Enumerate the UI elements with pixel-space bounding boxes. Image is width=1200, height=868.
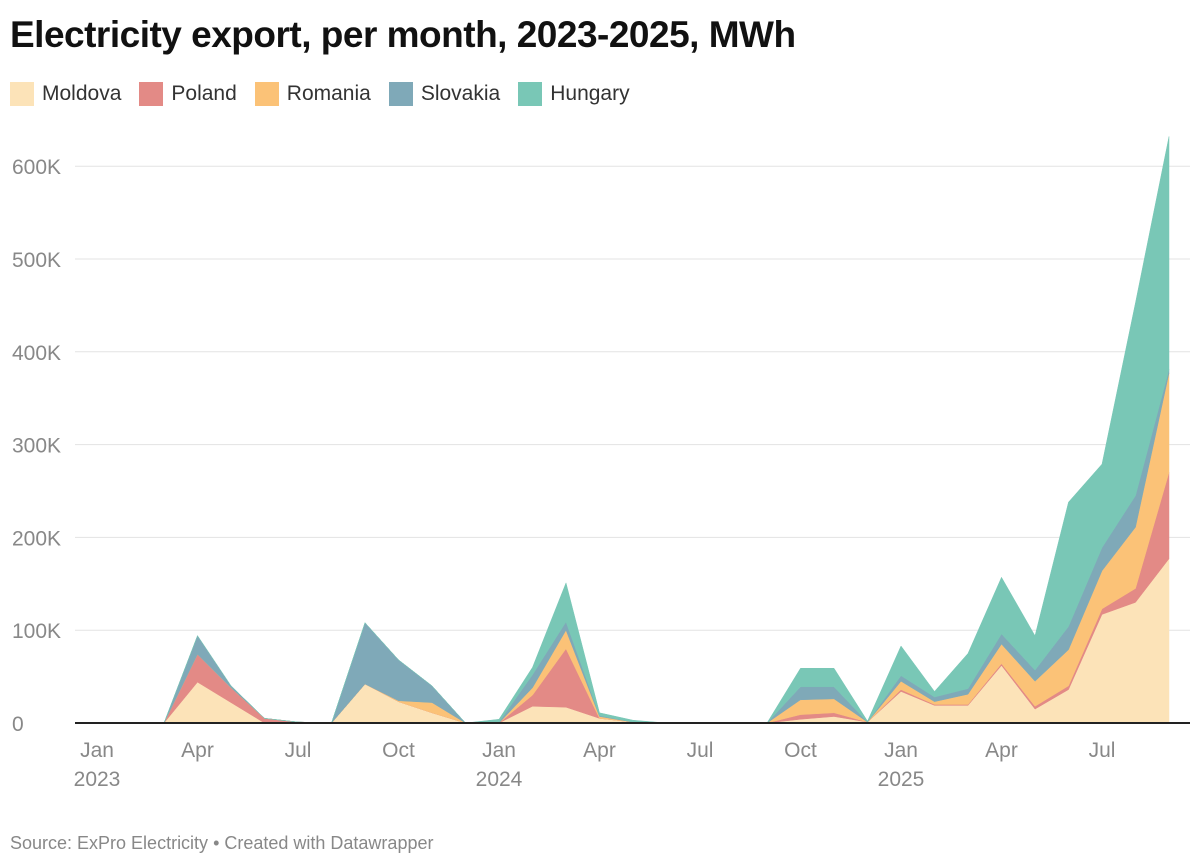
chart-title: Electricity export, per month, 2023-2025… [10,14,796,55]
legend-label: Slovakia [420,82,501,105]
x-tick-label: Jan [80,739,114,762]
y-tick-label: 200K [12,527,61,550]
legend-swatch [254,82,279,106]
y-tick-label: 100K [12,620,61,643]
x-tick-year: 2023 [74,768,121,791]
x-tick-label: Jul [687,739,714,762]
legend: Moldova Poland Romania Slovakia Hungary [10,82,630,106]
x-tick-label: Apr [985,739,1018,762]
legend-swatch [139,82,164,106]
x-tick-label: Jan [482,739,516,762]
y-tick-label: 300K [12,435,61,458]
x-tick-year: 2025 [878,768,925,791]
legend-item-poland: Poland [139,82,237,106]
source-note: Source: ExPro Electricity • Created with… [10,833,434,853]
y-tick-label: 500K [12,249,61,272]
legend-item-hungary: Hungary [518,82,630,106]
y-tick-label: 600K [12,156,61,179]
x-tick-label: Jul [1089,739,1116,762]
legend-swatch [518,82,543,106]
legend-swatch [10,82,34,106]
legend-item-slovakia: Slovakia [388,82,501,106]
x-tick-label: Oct [382,739,415,762]
area-romania [97,373,1170,724]
legend-item-romania: Romania [254,82,371,106]
x-tick-label: Apr [181,739,214,762]
legend-label: Moldova [42,82,122,105]
y-tick-label: 400K [12,342,61,365]
legend-label: Poland [171,82,237,105]
x-tick-label: Apr [583,739,616,762]
legend-label: Romania [286,82,371,105]
x-tick-year: 2024 [476,768,523,791]
legend-label: Hungary [550,82,630,105]
x-tick-label: Jul [285,739,312,762]
area-hungary [97,136,1170,724]
legend-swatch [388,82,413,106]
x-tick-label: Jan [884,739,918,762]
legend-item-moldova: Moldova [10,82,121,106]
y-tick-label: 0 [12,713,24,736]
x-tick-label: Oct [784,739,817,762]
